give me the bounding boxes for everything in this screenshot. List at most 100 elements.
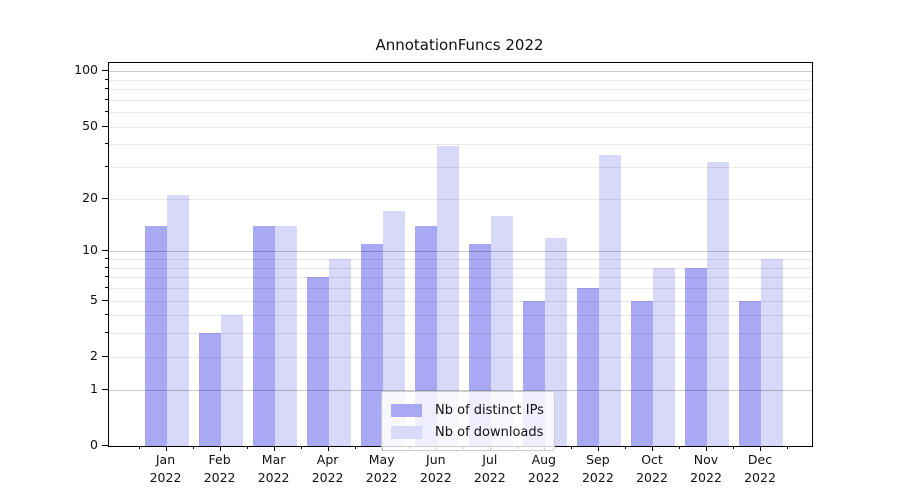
x-tick-mar bbox=[273, 446, 275, 451]
bar-distinct-ips-oct bbox=[630, 300, 653, 446]
bar-distinct-ips-dec bbox=[739, 300, 762, 446]
legend-item-distinct-ips: Nb of distinct IPs bbox=[391, 399, 544, 421]
bar-distinct-ips-jan bbox=[144, 226, 167, 446]
x-label-year-apr: 2022 bbox=[311, 470, 344, 485]
x-label-year-may: 2022 bbox=[365, 470, 398, 485]
bar-distinct-ips-feb bbox=[198, 333, 221, 446]
x-tick-apr bbox=[327, 446, 329, 451]
y-tick-label-50: 50 bbox=[82, 117, 98, 133]
x-tick-label-apr: Apr 2022 bbox=[298, 451, 358, 487]
x-tick-label-aug: Aug 2022 bbox=[514, 451, 574, 487]
x-label-month-mar: Mar bbox=[261, 452, 286, 467]
x-tick-jan bbox=[165, 446, 167, 451]
x-minor-tick-1 bbox=[192, 446, 194, 449]
y-minor-tick-30 bbox=[105, 166, 108, 168]
y-minor-tick-70 bbox=[105, 98, 108, 100]
legend-swatch-distinct-ips-icon bbox=[391, 403, 422, 417]
y-tick-0 bbox=[102, 445, 108, 446]
legend: Nb of distinct IPs Nb of downloads bbox=[381, 391, 555, 451]
x-label-year-feb: 2022 bbox=[203, 470, 236, 485]
bars-layer bbox=[109, 63, 812, 446]
y-minor-tick-6 bbox=[105, 287, 108, 288]
x-label-year-nov: 2022 bbox=[690, 470, 722, 485]
x-minor-tick-17 bbox=[624, 446, 626, 449]
bar-downloads-oct bbox=[652, 267, 675, 446]
x-label-year-jan: 2022 bbox=[149, 470, 182, 485]
y-minor-tick-40 bbox=[105, 143, 108, 145]
bar-downloads-mar bbox=[274, 226, 297, 446]
x-tick-feb bbox=[219, 446, 221, 451]
bar-distinct-ips-sep bbox=[576, 288, 599, 446]
y-minor-tick-60 bbox=[105, 111, 108, 113]
legend-item-downloads: Nb of downloads bbox=[391, 421, 544, 443]
y-minor-tick-5 bbox=[105, 299, 108, 301]
x-tick-label-jun: Jun 2022 bbox=[406, 451, 466, 487]
y-minor-tick-3 bbox=[105, 332, 108, 334]
x-tick-oct bbox=[652, 446, 653, 451]
x-tick-label-nov: Nov 2022 bbox=[676, 451, 736, 487]
x-minor-tick-3 bbox=[246, 446, 248, 449]
x-tick-label-mar: Mar 2022 bbox=[244, 451, 304, 487]
bar-distinct-ips-mar bbox=[252, 226, 275, 446]
x-tick-label-jan: Jan 2022 bbox=[136, 451, 196, 487]
x-label-month-may: May bbox=[368, 452, 395, 467]
y-tick-100 bbox=[102, 70, 108, 72]
y-minor-tick-80 bbox=[105, 88, 108, 90]
bar-downloads-feb bbox=[220, 315, 243, 446]
y-minor-tick-2 bbox=[105, 355, 108, 357]
x-minor-tick-21 bbox=[733, 446, 734, 449]
x-tick-label-jul: Jul 2022 bbox=[460, 451, 520, 487]
x-label-month-nov: Nov bbox=[693, 452, 719, 467]
y-tick-label-10: 10 bbox=[82, 242, 98, 258]
bar-downloads-dec bbox=[761, 259, 784, 446]
bar-distinct-ips-apr bbox=[306, 277, 329, 446]
x-label-month-apr: Apr bbox=[316, 452, 339, 467]
bar-downloads-may bbox=[382, 211, 405, 446]
x-label-year-oct: 2022 bbox=[636, 470, 668, 485]
x-label-year-dec: 2022 bbox=[744, 470, 776, 485]
x-label-year-aug: 2022 bbox=[527, 470, 560, 485]
x-minor-tick-7 bbox=[354, 446, 356, 449]
y-tick-label-1: 1 bbox=[90, 380, 98, 396]
bar-downloads-jun bbox=[436, 146, 459, 446]
x-label-month-aug: Aug bbox=[531, 452, 556, 467]
y-tick-1 bbox=[102, 388, 108, 390]
legend-label-downloads: Nb of downloads bbox=[435, 424, 544, 440]
y-minor-tick-8 bbox=[105, 266, 108, 268]
y-minor-tick-50 bbox=[105, 125, 108, 127]
x-label-year-jul: 2022 bbox=[473, 470, 506, 485]
bar-downloads-apr bbox=[328, 259, 351, 446]
x-label-year-jun: 2022 bbox=[419, 470, 452, 485]
x-label-month-jun: Jun bbox=[426, 452, 446, 467]
x-label-month-oct: Oct bbox=[641, 452, 663, 467]
x-minor-tick-19 bbox=[679, 446, 680, 449]
y-minor-tick-9 bbox=[105, 258, 108, 259]
chart-title: AnnotationFuncs 2022 bbox=[375, 36, 544, 54]
y-tick-label-5: 5 bbox=[90, 291, 98, 307]
y-tick-10 bbox=[102, 250, 108, 252]
x-tick-label-may: May 2022 bbox=[352, 451, 412, 487]
x-label-month-sep: Sep bbox=[586, 452, 610, 467]
x-label-month-jan: Jan bbox=[155, 452, 176, 467]
x-minor-tick-5 bbox=[300, 446, 302, 449]
plot-area: Nb of distinct IPs Nb of downloads bbox=[108, 62, 813, 451]
x-label-month-jul: Jul bbox=[482, 452, 498, 467]
x-tick-label-dec: Dec 2022 bbox=[730, 451, 790, 487]
x-tick-label-sep: Sep 2022 bbox=[568, 451, 628, 487]
y-tick-label-100: 100 bbox=[74, 62, 98, 78]
x-tick-dec bbox=[760, 446, 761, 451]
x-label-month-dec: Dec bbox=[747, 452, 773, 467]
bar-distinct-ips-may bbox=[360, 244, 383, 446]
y-minor-tick-4 bbox=[105, 314, 108, 316]
bar-downloads-sep bbox=[598, 155, 621, 446]
bar-downloads-nov bbox=[707, 162, 729, 446]
x-tick-sep bbox=[597, 446, 599, 451]
x-tick-label-oct: Oct 2022 bbox=[622, 451, 682, 487]
bar-downloads-jul bbox=[490, 215, 513, 446]
x-minor-tick-23 bbox=[787, 446, 789, 449]
x-minor-tick-15 bbox=[570, 446, 572, 449]
y-tick-label-2: 2 bbox=[90, 347, 98, 363]
x-tick-nov bbox=[706, 446, 707, 451]
legend-label-distinct-ips: Nb of distinct IPs bbox=[435, 402, 544, 418]
